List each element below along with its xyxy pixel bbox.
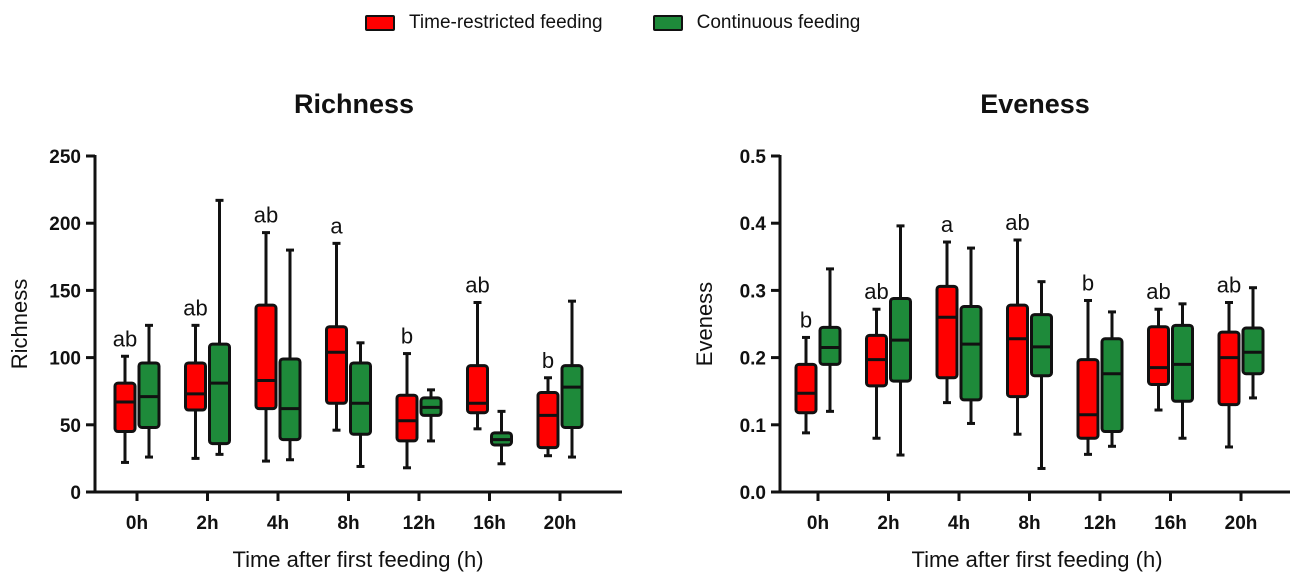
panel1-significance-letter: b	[401, 324, 413, 349]
legend-label-cf: Continuous feeding	[696, 12, 861, 33]
legend-item-cf: Continuous feeding	[652, 12, 861, 34]
panel2-y-tick-label: 0.2	[740, 349, 766, 370]
panel1-y-tick-label: 200	[49, 214, 81, 235]
panel1-box-cf	[208, 342, 231, 446]
legend-swatch-cf	[652, 15, 683, 31]
panel2-y-tick-label: 0.4	[740, 214, 767, 235]
panel1-box-trf	[184, 361, 207, 412]
panel1-box-cf	[278, 357, 302, 442]
panel1-x-tick-label: 4h	[267, 513, 289, 534]
legend-label-trf: Time-restricted feeding	[409, 12, 603, 33]
panel1-y-tick-label: 250	[49, 147, 81, 168]
panel2-box-trf	[1006, 303, 1029, 399]
panel1-y-axis-label: Richness	[7, 279, 32, 369]
panel2-x-tick-label: 4h	[948, 513, 970, 534]
panel2-y-tick-label: 0.3	[740, 281, 766, 302]
panel2-box-cf	[1030, 313, 1053, 378]
panel1-x-tick-label: 16h	[473, 513, 506, 534]
panel2-x-tick-label: 12h	[1084, 513, 1117, 534]
panel1-x-axis-label: Time after first feeding (h)	[232, 547, 483, 572]
panel1-x-tick-label: 12h	[403, 513, 436, 534]
panel1-significance-letter: ab	[465, 272, 489, 297]
panel1-box-trf	[325, 325, 348, 405]
panel2-y-axis-label: Eveness	[692, 282, 717, 366]
panel2-y-tick-label: 0.5	[740, 147, 767, 168]
panel2-box-trf	[935, 284, 959, 380]
panel2-x-tick-label: 8h	[1018, 513, 1040, 534]
panel2-box-trf	[794, 362, 818, 415]
panel2-y-tick-label: 0.1	[740, 416, 767, 437]
panel2-x-tick-label: 0h	[807, 513, 829, 534]
panel1-y-tick-label: 0	[70, 483, 81, 504]
panel1-significance-letter: ab	[254, 203, 278, 228]
panel2-significance-letter: b	[1082, 270, 1094, 295]
panel1-y-tick-label: 100	[49, 349, 81, 370]
panel2-significance-letter: a	[941, 212, 954, 237]
panel2-box-cf	[818, 325, 842, 366]
panel2-significance-letter: ab	[864, 279, 888, 304]
panel2-significance-letter: ab	[1005, 210, 1029, 235]
panel1-significance-letter: ab	[113, 326, 137, 351]
panel2-box-trf	[1147, 325, 1170, 386]
panel1-x-tick-label: 2h	[196, 513, 218, 534]
panel1-x-tick-label: 0h	[126, 513, 148, 534]
panel2-x-tick-label: 20h	[1225, 513, 1258, 534]
panel1-box-trf	[254, 303, 278, 411]
panel2-significance-letter: ab	[1146, 279, 1170, 304]
panel2-box-trf	[1076, 358, 1100, 440]
panel1-significance-letter: a	[330, 213, 343, 238]
panel1-box-cf	[349, 361, 372, 436]
panel1-box-trf	[113, 381, 137, 434]
panel1-box-trf	[395, 393, 419, 443]
legend: Time-restricted feeding Continuous feedi…	[365, 8, 860, 38]
panel1-box-trf	[536, 391, 560, 450]
panel1-box-cf	[560, 364, 584, 429]
panel2-box-cf	[1100, 337, 1124, 434]
panel1-box-trf	[466, 364, 489, 415]
panel2-box-trf	[1217, 330, 1241, 407]
panel1-x-tick-label: 20h	[544, 513, 577, 534]
panel2-x-tick-label: 2h	[877, 513, 899, 534]
panel1-significance-letter: ab	[183, 295, 207, 320]
legend-swatch-trf	[365, 15, 395, 31]
panel2-significance-letter: ab	[1217, 272, 1241, 297]
panel1-x-tick-label: 8h	[337, 513, 359, 534]
panel1-y-tick-label: 50	[60, 416, 81, 437]
panel2-box-cf	[959, 305, 983, 402]
panel1-chart-title: Richness	[294, 89, 414, 119]
panel2-x-axis-label: Time after first feeding (h)	[911, 547, 1162, 572]
panel1-significance-letter: b	[542, 348, 554, 373]
panel2-significance-letter: b	[800, 307, 812, 332]
panel2-chart-title: Eveness	[980, 89, 1090, 119]
panel2-x-tick-label: 16h	[1154, 513, 1187, 534]
panel1-y-tick-label: 150	[49, 281, 81, 302]
panel2-y-tick-label: 0.0	[740, 483, 766, 504]
legend-item-trf: Time-restricted feeding	[365, 12, 603, 34]
